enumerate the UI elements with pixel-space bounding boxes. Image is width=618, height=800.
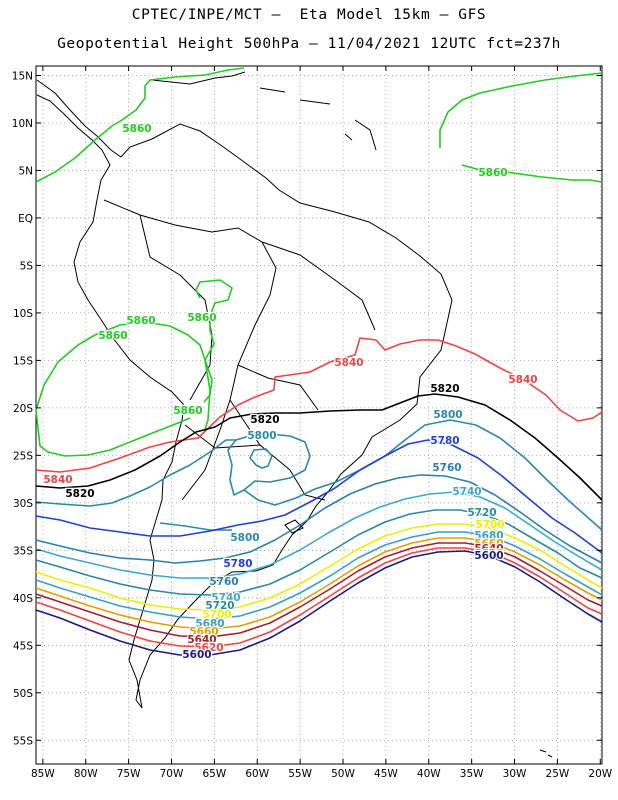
contour-5860 bbox=[439, 72, 603, 148]
contour-label-5820: 5820 bbox=[430, 383, 459, 395]
lon-tick-label: 75W bbox=[117, 768, 141, 780]
lon-tick-label: 70W bbox=[160, 768, 184, 780]
lat-tick-label: 35S bbox=[13, 545, 33, 557]
contour-label-5660: 5660 bbox=[474, 538, 503, 550]
contour-label-5620: 5620 bbox=[474, 548, 503, 560]
contour-label-5860: 5860 bbox=[187, 312, 216, 324]
lat-tick-label: 25S bbox=[13, 450, 33, 462]
contour-5760 bbox=[35, 474, 603, 564]
lon-tick-label: 85W bbox=[31, 768, 55, 780]
lat-tick-label: 55S bbox=[13, 735, 33, 747]
contour-label-5840: 5840 bbox=[334, 357, 363, 369]
lat-tick-label: 5N bbox=[18, 165, 33, 177]
contour-label-5620: 5620 bbox=[194, 642, 223, 654]
contour-5800 bbox=[227, 432, 311, 496]
contour-label-5840: 5840 bbox=[43, 474, 72, 486]
contour-label-5800: 5800 bbox=[247, 430, 276, 442]
lat-tick-label: 10S bbox=[13, 308, 33, 320]
lat-tick-label: 50S bbox=[13, 688, 33, 700]
contour-5860 bbox=[35, 321, 211, 447]
contour-label-5840: 5840 bbox=[508, 374, 537, 386]
contour-lines bbox=[35, 67, 603, 656]
contour-label-5860: 5860 bbox=[122, 123, 151, 135]
lon-tick-label: 45W bbox=[374, 768, 398, 780]
contour-5740 bbox=[35, 491, 603, 579]
contour-5640 bbox=[35, 542, 603, 638]
contour-label-5680: 5680 bbox=[195, 618, 224, 630]
contour-5680 bbox=[35, 531, 603, 620]
contour-label-5600: 5600 bbox=[474, 550, 503, 562]
contour-label-5740: 5740 bbox=[452, 486, 481, 498]
contour-label-5800: 5800 bbox=[230, 532, 259, 544]
contour-label-5760: 5760 bbox=[432, 462, 461, 474]
contour-label-5760: 5760 bbox=[209, 576, 238, 588]
contour-label-5820: 5820 bbox=[250, 414, 279, 426]
lat-tick-label: 45S bbox=[13, 640, 33, 652]
contour-label-5660: 5660 bbox=[189, 626, 218, 638]
lat-tick-label: 5S bbox=[20, 260, 34, 272]
chart-title-line-1: CPTEC/INPE/MCT – Eta Model 15km – GFS bbox=[131, 7, 487, 23]
contour-label-5640: 5640 bbox=[187, 634, 216, 646]
contour-5800 bbox=[35, 439, 236, 507]
contour-label-5720: 5720 bbox=[205, 600, 234, 612]
contour-label-5860: 5860 bbox=[98, 330, 127, 342]
contour-label-5820: 5820 bbox=[65, 488, 94, 500]
contour-label-5800: 5800 bbox=[433, 409, 462, 421]
contour-5700 bbox=[35, 523, 603, 611]
contour-label-5740: 5740 bbox=[211, 592, 240, 604]
contour-labels: 5860 5860 5860 5860 5860 5860 5840 5840 5840 5820… bbox=[42, 122, 539, 663]
contour-label-5700: 5700 bbox=[475, 519, 504, 531]
contour-5820 bbox=[35, 393, 603, 501]
contour-label-5780: 5780 bbox=[223, 558, 252, 570]
contour-label-5780: 5780 bbox=[430, 435, 459, 447]
axis-ticks: 15N 10N 5N EQ 5S 10S 15S 20S 25S 30S 35S 40S 45S 50S 5… bbox=[12, 66, 613, 780]
contour-5660 bbox=[35, 537, 603, 630]
lat-tick-label: 15S bbox=[13, 355, 33, 367]
contour-5860 bbox=[35, 67, 245, 183]
contour-label-5680: 5680 bbox=[474, 530, 503, 542]
contour-5860 bbox=[461, 164, 603, 183]
lon-tick-label: 50W bbox=[331, 768, 355, 780]
lon-tick-label: 65W bbox=[203, 768, 227, 780]
lat-tick-label: 30S bbox=[13, 498, 33, 510]
contour-5600 bbox=[35, 550, 603, 656]
contour-5620 bbox=[35, 547, 603, 648]
lon-tick-label: 20W bbox=[588, 768, 612, 780]
contour-5860 bbox=[195, 279, 233, 403]
chart-title-line-2: Geopotential Height 500hPa – 11/04/2021 … bbox=[57, 36, 561, 52]
map-frame bbox=[35, 65, 603, 765]
lon-tick-label: 60W bbox=[245, 768, 269, 780]
lat-tick-label: 15N bbox=[12, 70, 33, 82]
lon-tick-label: 80W bbox=[74, 768, 98, 780]
lat-tick-label: 40S bbox=[13, 593, 33, 605]
contour-label-5700: 5700 bbox=[202, 609, 231, 621]
lat-tick-label: EQ bbox=[18, 213, 33, 225]
contour-5780 bbox=[35, 439, 603, 554]
lon-tick-label: 35W bbox=[460, 768, 484, 780]
contour-label-5860: 5860 bbox=[478, 167, 507, 179]
lat-tick-label: 10N bbox=[12, 118, 33, 130]
contour-label-5720: 5720 bbox=[467, 507, 496, 519]
contour-5800 bbox=[159, 522, 232, 531]
contour-5800 bbox=[249, 448, 273, 469]
contour-5860 bbox=[39, 417, 191, 457]
contour-5840 bbox=[35, 337, 603, 473]
lon-tick-label: 30W bbox=[503, 768, 527, 780]
lon-tick-label: 55W bbox=[288, 768, 312, 780]
lon-tick-label: 40W bbox=[417, 768, 441, 780]
contour-label-5860: 5860 bbox=[126, 315, 155, 327]
contour-5720 bbox=[35, 509, 603, 596]
lon-tick-label: 25W bbox=[546, 768, 570, 780]
lat-tick-label: 20S bbox=[13, 403, 33, 415]
contour-label-5640: 5640 bbox=[474, 543, 503, 555]
contour-label-5860: 5860 bbox=[173, 405, 202, 417]
contour-label-5600: 5600 bbox=[182, 649, 211, 661]
contour-5800 bbox=[243, 419, 603, 531]
